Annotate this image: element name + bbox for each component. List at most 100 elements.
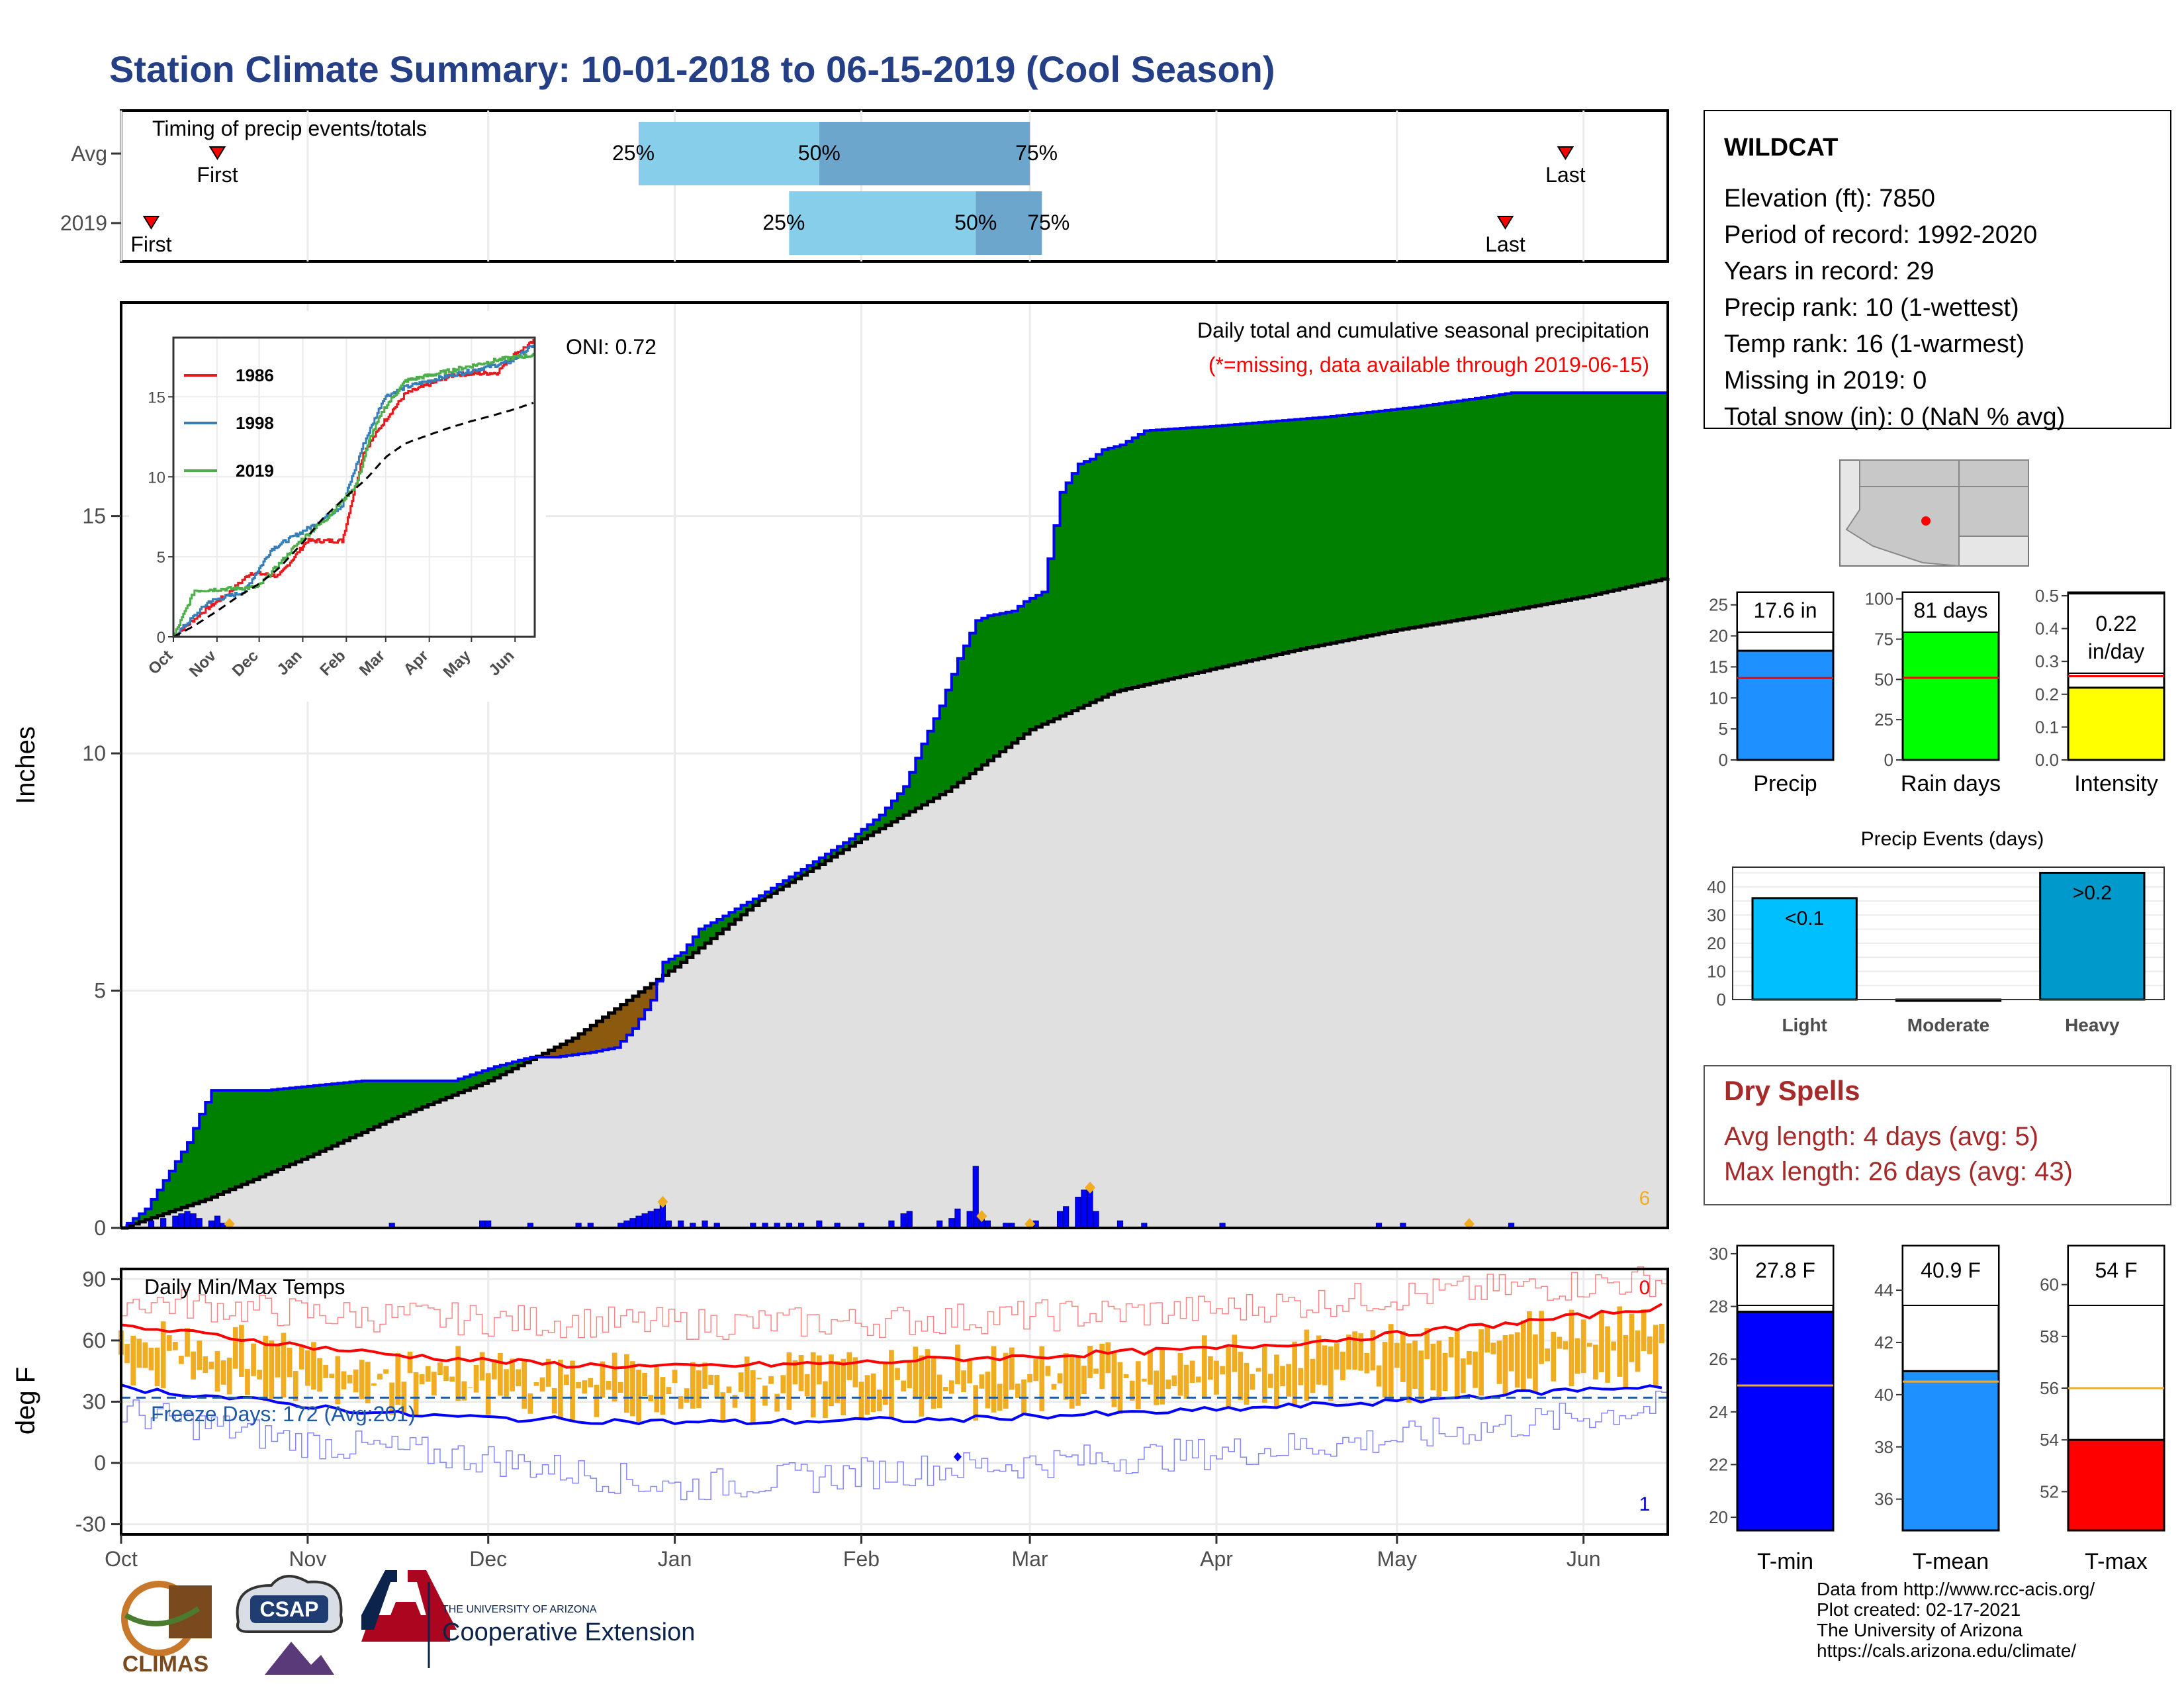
footer-credits: Data from http://www.rcc-acis.org/ Plot … — [1817, 1579, 2095, 1661]
daily-temp-bar — [1574, 1338, 1580, 1374]
pct-label: 50% — [954, 211, 997, 234]
summary-tick-label: 10 — [1709, 688, 1728, 708]
daily-temp-bar — [942, 1387, 948, 1391]
daily-precip-bar — [190, 1213, 197, 1229]
daily-temp-bar — [1160, 1349, 1165, 1405]
daily-precip-bar — [184, 1211, 191, 1229]
daily-temp-bar — [335, 1356, 341, 1405]
daily-temp-bar — [371, 1383, 377, 1386]
temp-value-label: 27.8 F — [1755, 1258, 1815, 1282]
daily-temp-bar — [1165, 1380, 1171, 1389]
daily-temp-bar — [1526, 1311, 1532, 1379]
daily-temp-bar — [1255, 1368, 1261, 1372]
temp-tick-label: 56 — [2040, 1378, 2059, 1398]
daily-temp-bar — [185, 1328, 190, 1357]
temp-tick-label: 20 — [1709, 1507, 1728, 1527]
daily-temp-bar — [197, 1340, 203, 1370]
dry-avg-length: Avg length: 4 days (avg: 5) — [1724, 1122, 2038, 1151]
cumulative-2019-line — [121, 391, 1668, 1229]
daily-temp-bar — [203, 1356, 208, 1374]
daily-temp-bar — [1659, 1323, 1664, 1344]
event-bar-label: >0.2 — [2073, 882, 2112, 904]
daily-precip-bar — [172, 1215, 179, 1229]
daily-temp-bar — [882, 1363, 888, 1405]
daily-temp-bar — [1647, 1336, 1653, 1354]
pct-label: 50% — [798, 141, 841, 165]
daily-temp-bar — [1232, 1335, 1238, 1372]
summary-value-label: 17.6 in — [1753, 598, 1817, 622]
daily-temp-bar — [1310, 1358, 1316, 1393]
station-info-line: Years in record: 29 — [1724, 258, 1934, 285]
oni-label: ONI: 0.72 — [566, 335, 657, 359]
daily-temp-bar — [443, 1366, 449, 1382]
daily-temp-bar — [298, 1345, 304, 1370]
daily-temp-bar — [407, 1351, 413, 1374]
daily-temp-bar — [654, 1367, 660, 1413]
event-category-label: Heavy — [2065, 1015, 2120, 1035]
daily-temp-bar — [617, 1382, 623, 1393]
daily-temp-bar — [1298, 1368, 1304, 1385]
daily-temp-bar — [720, 1392, 726, 1421]
daily-temp-bar — [738, 1372, 744, 1392]
event-category-label: Moderate — [1907, 1015, 1989, 1035]
daily-temp-bar — [913, 1346, 919, 1399]
y-tick-label: -30 — [75, 1513, 106, 1536]
daily-temp-bar — [130, 1335, 136, 1385]
daily-temp-bar — [780, 1375, 786, 1393]
daily-temp-bar — [275, 1345, 281, 1378]
daily-temp-bar — [985, 1372, 991, 1409]
temp-tick-label: 26 — [1709, 1349, 1728, 1369]
quartile-bar-high — [819, 122, 1030, 185]
quartile-bar-low — [639, 122, 819, 185]
daily-temp-bar — [287, 1347, 293, 1378]
daily-temp-bar — [179, 1356, 184, 1364]
footer-line: https://cals.arizona.edu/climate/ — [1817, 1640, 2077, 1661]
pct-label: 25% — [612, 141, 655, 165]
csap-logo-text: CSAP — [260, 1597, 319, 1621]
daily-temp-bar — [413, 1372, 419, 1415]
daily-temp-bar — [823, 1381, 828, 1419]
daily-temp-bar — [1484, 1325, 1490, 1353]
daily-temp-bar — [660, 1377, 666, 1415]
daily-temp-bar — [931, 1356, 936, 1409]
temp-tick-label: 54 — [2040, 1430, 2059, 1450]
daily-temp-bar — [1111, 1352, 1117, 1407]
daily-temp-bar — [1003, 1352, 1009, 1409]
daily-precip-bar — [653, 1208, 660, 1229]
daily-temp-bar — [678, 1396, 684, 1409]
daily-temp-bar — [1033, 1358, 1039, 1382]
daily-temp-bar — [973, 1385, 979, 1421]
daily-precip-bar — [954, 1208, 961, 1229]
daily-temp-bar — [991, 1346, 997, 1413]
daily-temp-bar — [1274, 1354, 1279, 1409]
y-axis-title: Inches — [11, 726, 40, 804]
summary-tick-label: 0.1 — [2035, 717, 2059, 737]
events-tick-label: 30 — [1707, 905, 1726, 925]
csap-mountain — [265, 1642, 334, 1675]
daily-temp-bar — [353, 1369, 359, 1393]
temperature-panel: 90 60 30 0 -30 Oct Nov Dec Jan Feb Mar Apr May Jun deg… — [11, 1266, 1669, 1571]
freeze-days-label: Freeze Days: 172 (Avg:201) — [151, 1402, 416, 1426]
daily-temp-bar — [329, 1374, 335, 1378]
daily-temp-bar — [570, 1360, 575, 1421]
daily-temp-bar — [449, 1376, 455, 1382]
summary-tick-label: 100 — [1865, 589, 1893, 609]
record-marker — [1085, 1182, 1096, 1194]
daily-temp-bar — [642, 1372, 647, 1396]
daily-temp-bar — [726, 1386, 732, 1393]
daily-temp-bar — [1479, 1329, 1484, 1396]
daily-temp-bar — [1063, 1353, 1069, 1400]
event-bar — [1751, 897, 1858, 1001]
daily-temp-bar — [1490, 1342, 1496, 1355]
summary-tick-label: 5 — [1719, 719, 1728, 739]
daily-temp-bar — [1442, 1352, 1448, 1391]
event-category-label: Light — [1782, 1015, 1827, 1035]
summary-tick-label: 25 — [1709, 595, 1728, 615]
precip-annotation: Daily total and cumulative seasonal prec… — [1197, 318, 1649, 342]
daily-temp-bar — [191, 1351, 196, 1380]
daily-temp-bar — [810, 1352, 816, 1418]
events-frame — [1732, 867, 2165, 1000]
summary-tick-label: 0.2 — [2035, 684, 2059, 704]
footer-line: Plot created: 02-17-2021 — [1817, 1599, 2021, 1620]
